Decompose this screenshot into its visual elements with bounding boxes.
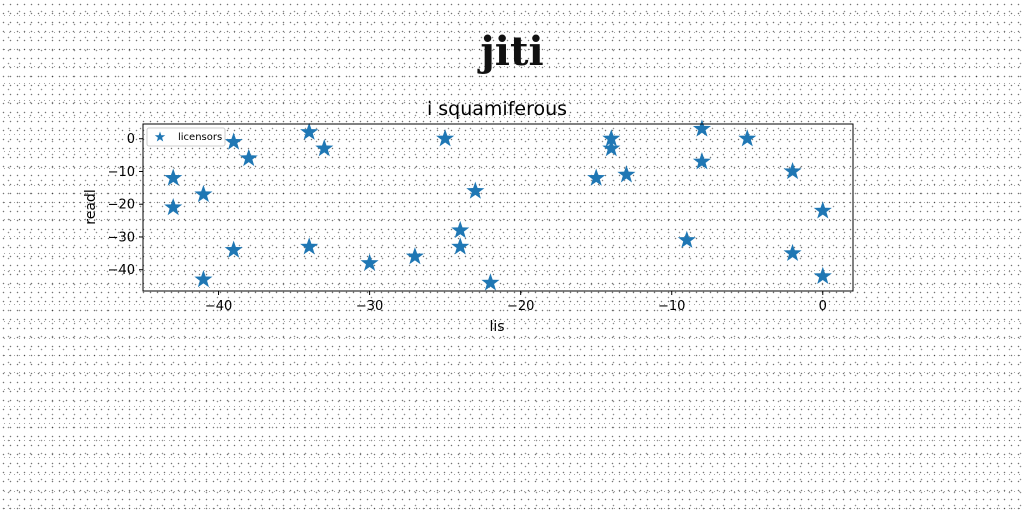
data-point-star xyxy=(783,161,802,180)
data-point-star xyxy=(481,273,500,291)
data-point-star xyxy=(692,119,711,137)
legend-box xyxy=(146,127,226,147)
data-point-star xyxy=(239,148,258,167)
data-point-star xyxy=(436,129,455,147)
data-point-star xyxy=(738,129,757,147)
data-point-star xyxy=(300,237,319,255)
data-point-star xyxy=(783,243,802,262)
data-point-star xyxy=(602,129,621,147)
data-point-star xyxy=(813,266,832,284)
data-point-star xyxy=(194,270,213,288)
page-title: jiti xyxy=(480,28,544,75)
data-point-star xyxy=(360,253,379,271)
y-tick-label: −30 xyxy=(108,230,135,245)
plot-area xyxy=(164,119,832,291)
data-point-star xyxy=(315,139,334,157)
data-point-star xyxy=(194,184,213,203)
y-tick-label: 0 xyxy=(127,132,135,147)
axes: −40 −30 −20 −10 0 0 −10 −20 −30 −40 xyxy=(108,132,827,314)
data-point-star xyxy=(405,247,424,265)
y-tick-label: −10 xyxy=(108,165,135,180)
legend-star-icon xyxy=(154,131,166,142)
x-tick-label: −30 xyxy=(356,299,383,314)
data-point-star xyxy=(602,139,621,157)
y-tick-label: −20 xyxy=(108,198,135,213)
y-axis-label: readl xyxy=(83,189,99,224)
data-point-star xyxy=(300,122,319,140)
data-point-star xyxy=(164,198,183,216)
chart-title: i squamiferous xyxy=(427,98,567,120)
y-tick-label: −40 xyxy=(108,263,135,278)
data-point-star xyxy=(617,165,636,183)
legend-label: licensors xyxy=(178,132,222,143)
x-tick-label: 0 xyxy=(819,299,827,314)
data-point-star xyxy=(466,181,485,199)
legend-marker-star xyxy=(154,131,166,142)
x-tick-label: −10 xyxy=(658,299,685,314)
data-point-star xyxy=(587,168,606,186)
plot-frame xyxy=(142,123,854,292)
data-point-star xyxy=(813,201,832,219)
data-point-star xyxy=(451,237,470,255)
data-point-star xyxy=(164,168,183,186)
x-tick-label: −40 xyxy=(205,299,232,314)
legend: licensors xyxy=(146,127,226,147)
data-point-star xyxy=(451,220,470,239)
data-point-star xyxy=(677,230,696,248)
data-point-star xyxy=(692,152,711,170)
data-point-star xyxy=(224,132,243,150)
x-tick-label: −20 xyxy=(507,299,534,314)
x-axis-label: lis xyxy=(489,319,504,335)
data-point-star xyxy=(224,240,243,258)
